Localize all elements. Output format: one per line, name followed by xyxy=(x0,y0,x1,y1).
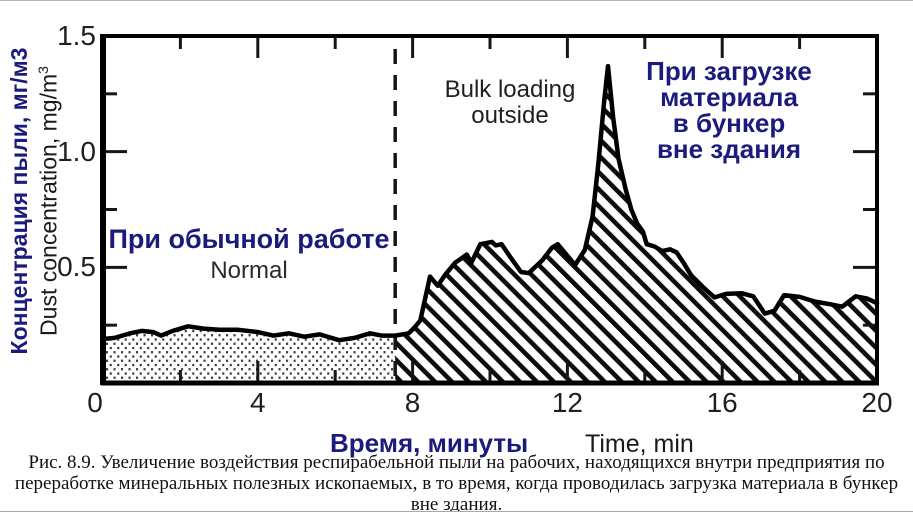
x-tick-label-20: 20 xyxy=(861,387,893,418)
y-tick-label-0.5: 0.5 xyxy=(57,251,96,283)
x-tick-label-0: 0 xyxy=(87,387,103,418)
y-axis-label-en: Dust concentration, mg/m3 xyxy=(35,9,63,393)
y-axis-label-ru: Концентрация пыли, мг/м3 xyxy=(6,47,32,355)
annotation-normal-en: Normal xyxy=(210,257,288,284)
figure-caption: Рис. 8.9. Увеличение воздействия респира… xyxy=(14,452,899,512)
dust-concentration-chart xyxy=(100,34,880,386)
x-tick-label-4: 4 xyxy=(250,387,266,418)
axis-ticks xyxy=(105,34,875,381)
x-axis-label-en: Time, min xyxy=(585,430,694,458)
annotation-normal-ru: При обычной работе xyxy=(108,224,390,254)
y-tick-label-1.0: 1.0 xyxy=(57,135,96,167)
x-tick-label-16: 16 xyxy=(706,387,738,418)
annotation-bulk-loading-ru: При загрузке материала в бункер вне здан… xyxy=(646,56,812,164)
y-axis-label-en-base: Dust concentration, mg/m xyxy=(35,73,62,336)
x-tick-label-8: 8 xyxy=(404,387,421,418)
y-axis-label-en-sup: 3 xyxy=(35,66,51,74)
annotation-bulk-loading-en: Bulk loading outside xyxy=(444,76,576,129)
x-axis-label-ru: Время, минуты xyxy=(330,428,529,458)
x-tick-label-12: 12 xyxy=(551,387,583,418)
y-tick-label-1.5: 1.5 xyxy=(57,20,96,51)
dust-curve xyxy=(100,63,880,343)
